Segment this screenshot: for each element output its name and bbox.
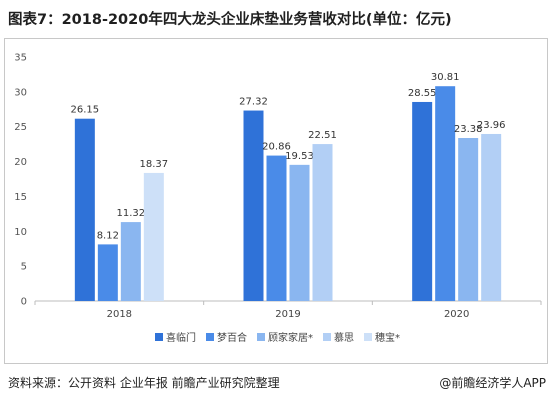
y-tick-label: 0 xyxy=(21,297,27,308)
legend-label: 慕思 xyxy=(334,331,354,344)
legend-swatch-顾家家居* xyxy=(257,333,265,341)
bar-2018-顾家家居* xyxy=(120,222,141,301)
data-label: 11.32 xyxy=(117,208,146,219)
data-label: 8.12 xyxy=(97,230,119,241)
data-label: 23.96 xyxy=(477,120,506,131)
x-tick-label: 2020 xyxy=(444,309,469,320)
x-tick-label: 2019 xyxy=(275,309,300,320)
bar-2020-慕思 xyxy=(481,133,502,301)
legend-swatch-穗宝* xyxy=(364,333,372,341)
legend-label: 喜临门 xyxy=(166,331,196,344)
data-label: 20.86 xyxy=(262,142,291,153)
brand-credit: @前瞻经济学人APP xyxy=(439,376,546,390)
bar-2019-顾家家居* xyxy=(289,164,310,301)
bar-2018-穗宝* xyxy=(143,172,164,301)
bar-2019-慕思 xyxy=(312,144,333,301)
y-tick-label: 10 xyxy=(14,227,27,238)
y-tick-label: 25 xyxy=(14,122,27,133)
data-label: 26.15 xyxy=(71,105,100,116)
data-label: 23.38 xyxy=(454,124,483,135)
y-tick-label: 35 xyxy=(14,53,27,64)
data-label: 27.32 xyxy=(239,97,268,108)
y-tick-label: 20 xyxy=(14,157,27,168)
legend-swatch-慕思 xyxy=(323,333,331,341)
data-label: 28.55 xyxy=(408,88,437,99)
y-tick-label: 15 xyxy=(14,192,27,203)
data-label: 30.81 xyxy=(431,72,460,83)
bar-2018-梦百合 xyxy=(97,244,118,301)
legend-label: 梦百合 xyxy=(217,331,247,344)
y-tick-label: 30 xyxy=(14,87,27,98)
bar-2020-梦百合 xyxy=(435,86,456,301)
y-tick-label: 5 xyxy=(21,262,27,273)
bar-2019-喜临门 xyxy=(243,110,264,301)
bar-2018-喜临门 xyxy=(74,118,95,301)
bar-2020-喜临门 xyxy=(412,101,433,301)
data-label: 22.51 xyxy=(308,130,337,141)
source-note: 资料来源：公开资料 企业年报 前瞻产业研究院整理 xyxy=(8,376,280,390)
legend-swatch-喜临门 xyxy=(155,333,163,341)
bar-2019-梦百合 xyxy=(266,155,287,301)
chart-title: 图表7：2018-2020年四大龙头企业床垫业务营收对比(单位：亿元) xyxy=(8,12,452,28)
chart-frame: 0 5 10 15 20 25 30 35 26.15 8.12 11.32 18.37 2018 27.… xyxy=(4,38,548,364)
data-label: 18.37 xyxy=(140,159,169,170)
legend-label: 顾家家居* xyxy=(268,331,313,344)
x-tick-label: 2018 xyxy=(107,309,132,320)
bar-chart: 0 5 10 15 20 25 30 35 26.15 8.12 11.32 18.37 2018 27.… xyxy=(14,53,542,344)
data-label: 19.53 xyxy=(285,151,314,162)
bar-2020-顾家家居* xyxy=(458,138,479,301)
legend-label: 穗宝* xyxy=(375,331,400,344)
legend-swatch-梦百合 xyxy=(206,333,214,341)
